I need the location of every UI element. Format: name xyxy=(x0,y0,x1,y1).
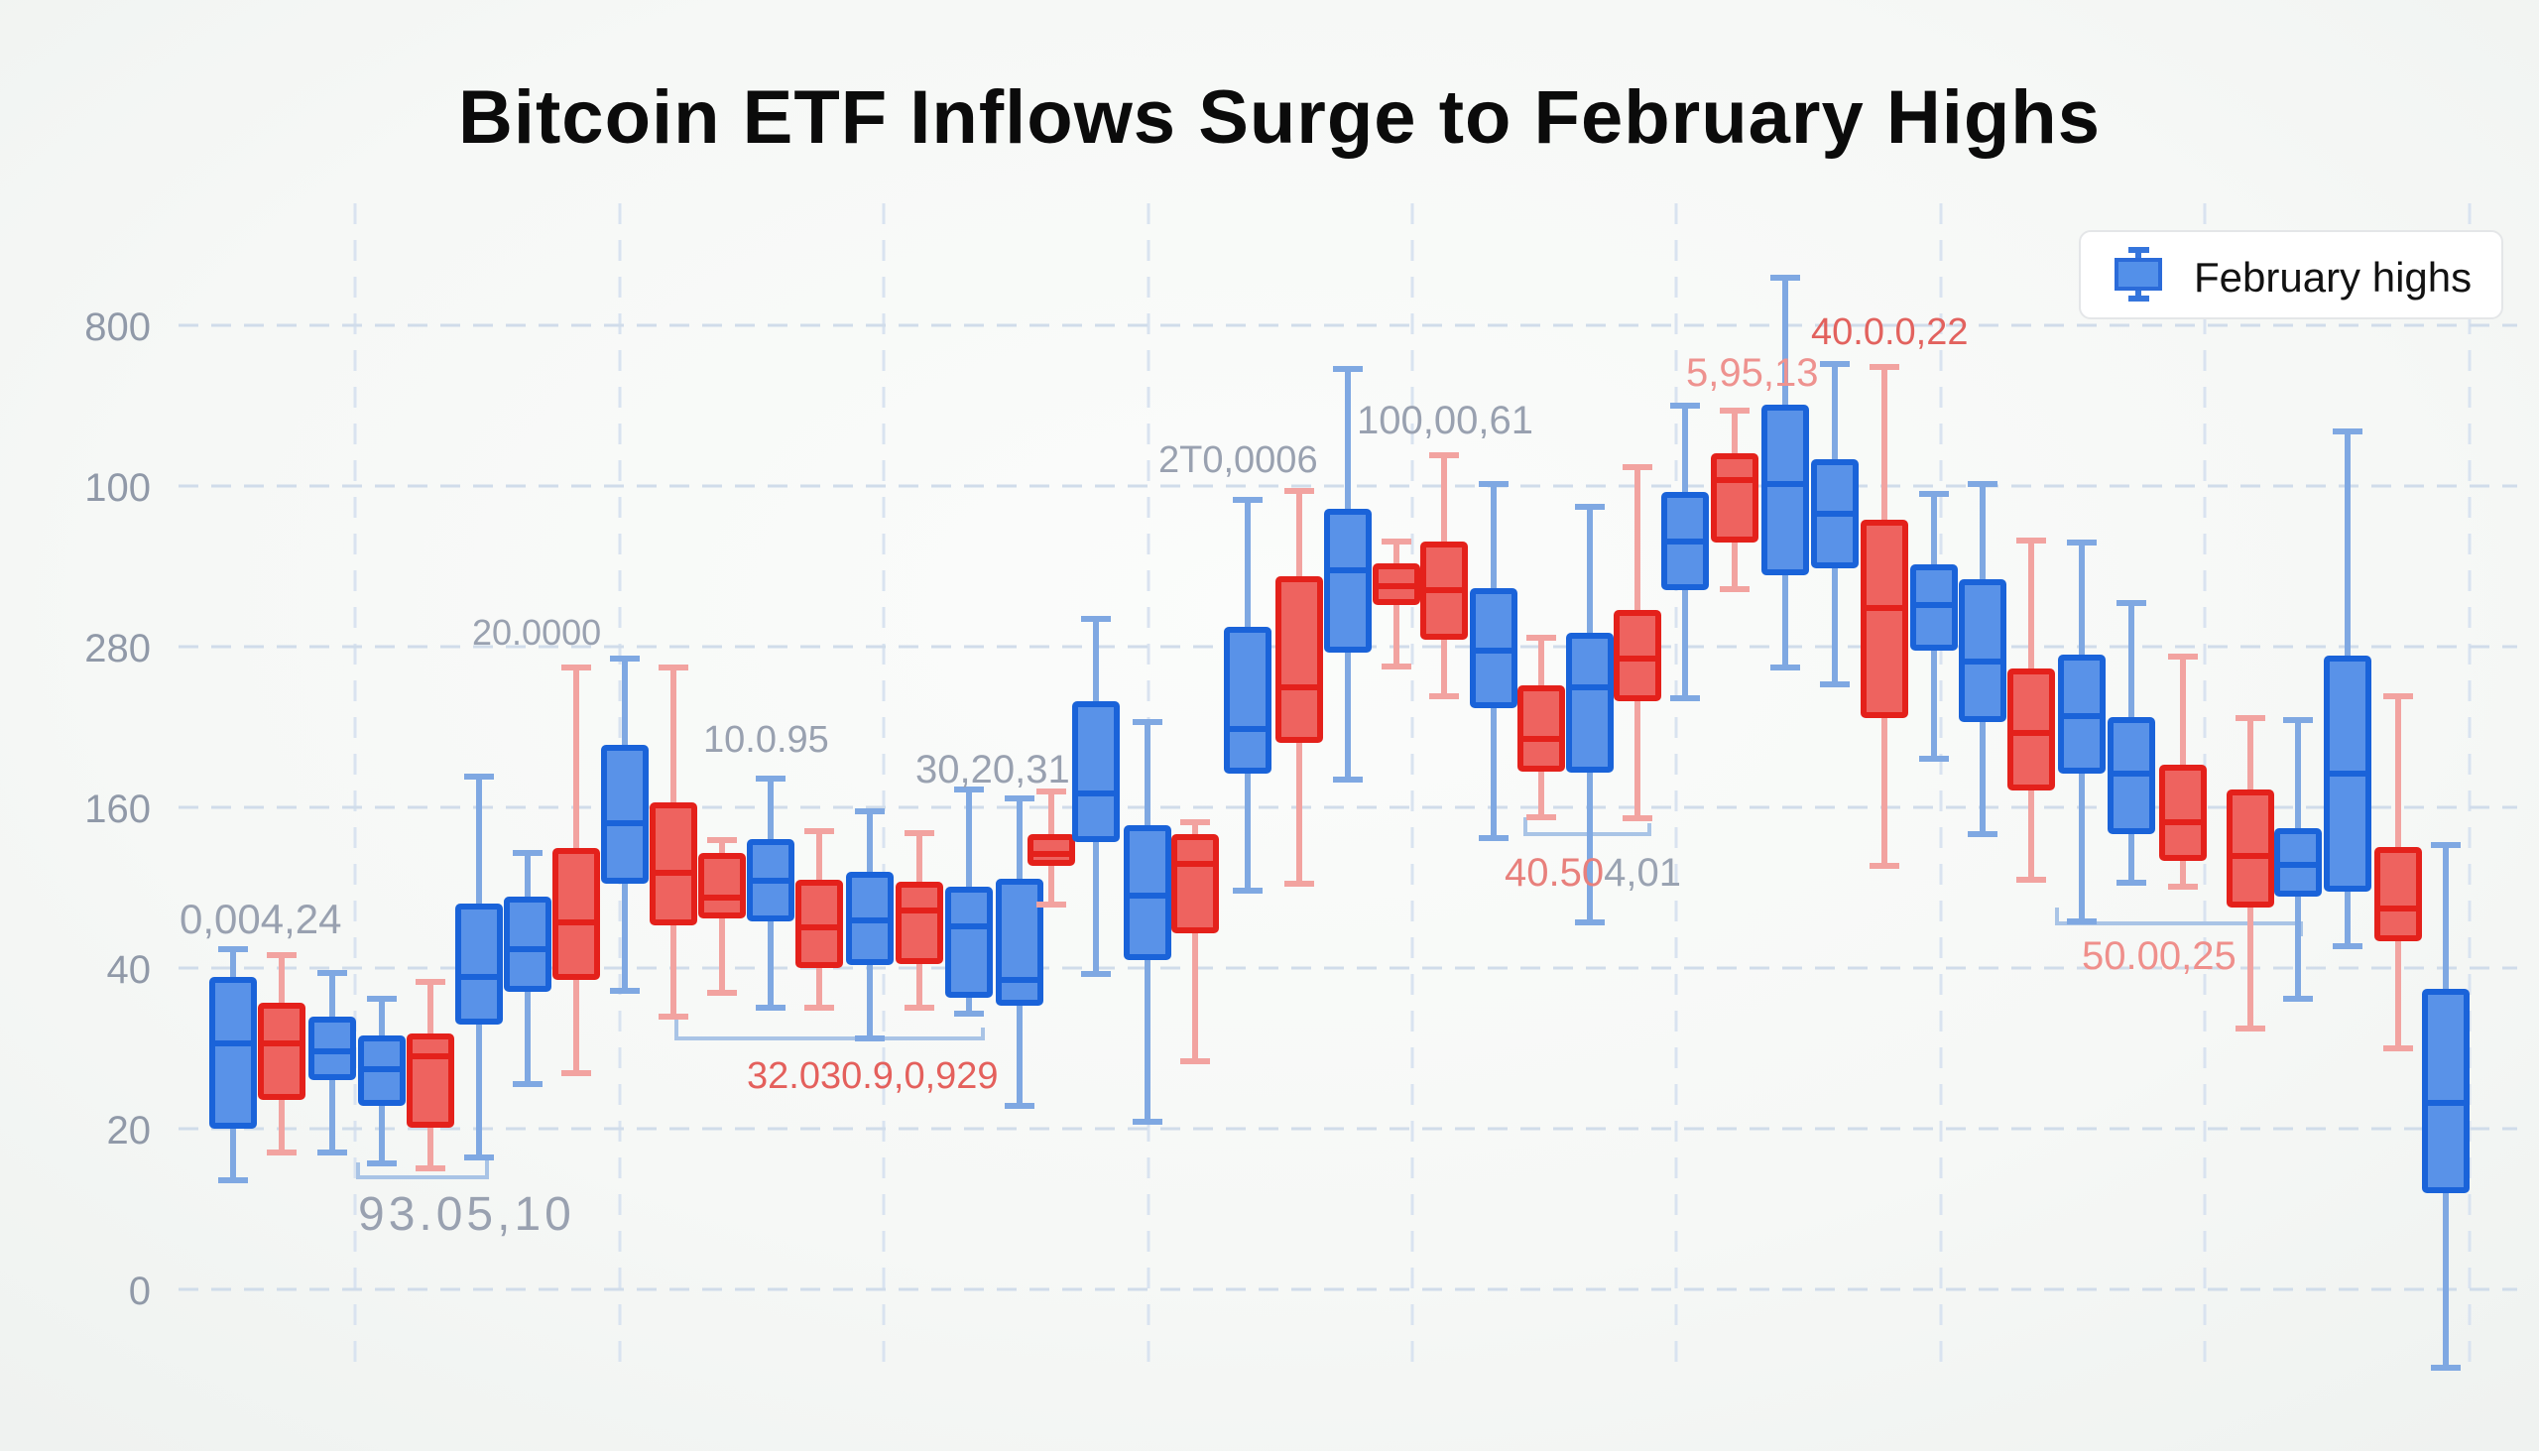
svg-text:32.030.9,0,929: 32.030.9,0,929 xyxy=(747,1055,999,1097)
svg-text:0: 0 xyxy=(129,1270,151,1313)
svg-text:40: 40 xyxy=(107,948,152,992)
svg-text:2T0,0006: 2T0,0006 xyxy=(1158,439,1318,481)
svg-text:40.0.0,22: 40.0.0,22 xyxy=(1811,311,1968,353)
svg-text:30,20,31: 30,20,31 xyxy=(915,748,1070,791)
svg-text:20: 20 xyxy=(107,1109,152,1153)
svg-text:50.00,25: 50.00,25 xyxy=(2082,934,2237,978)
svg-text:40.504,01: 40.504,01 xyxy=(1505,851,1681,895)
svg-text:93.05,10: 93.05,10 xyxy=(358,1188,575,1241)
svg-text:20.0000: 20.0000 xyxy=(472,612,601,653)
svg-text:100,00,61: 100,00,61 xyxy=(1357,399,1533,442)
svg-text:5,95,13: 5,95,13 xyxy=(1686,351,1818,395)
svg-text:Bitcoin ETF Inflows Surge to F: Bitcoin ETF Inflows Surge to February Hi… xyxy=(458,75,2101,160)
svg-text:800: 800 xyxy=(84,305,151,349)
svg-text:10.0.95: 10.0.95 xyxy=(703,719,829,761)
svg-text:280: 280 xyxy=(84,627,151,670)
svg-text:160: 160 xyxy=(84,788,151,831)
svg-text:100: 100 xyxy=(84,466,151,510)
svg-text:February highs: February highs xyxy=(2194,254,2472,301)
svg-text:0,004,24: 0,004,24 xyxy=(180,896,342,942)
